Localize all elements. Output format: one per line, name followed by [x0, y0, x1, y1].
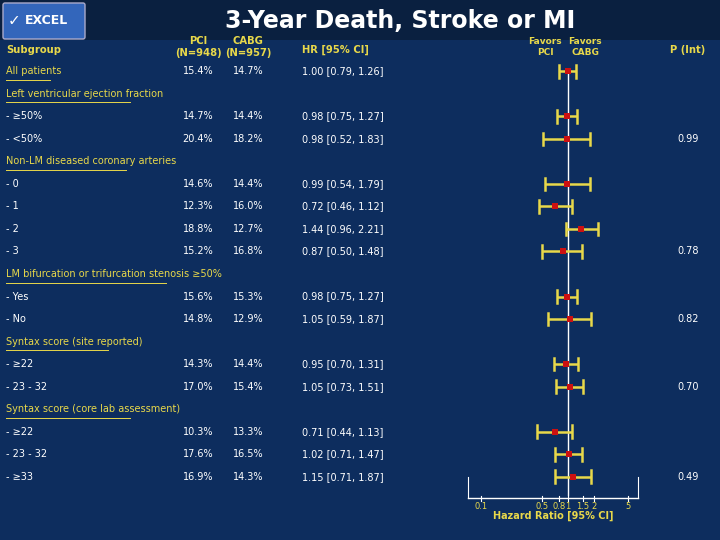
Text: - 0: - 0 [6, 179, 19, 189]
Text: 0.98 [0.52, 1.83]: 0.98 [0.52, 1.83] [302, 134, 384, 144]
Text: 16.5%: 16.5% [233, 449, 264, 459]
Text: 1.15 [0.71, 1.87]: 1.15 [0.71, 1.87] [302, 472, 384, 482]
Text: EXCEL: EXCEL [24, 15, 68, 28]
Text: Hazard Ratio [95% CI]: Hazard Ratio [95% CI] [492, 511, 613, 521]
Text: - 1: - 1 [6, 201, 19, 212]
Text: - 2: - 2 [6, 224, 19, 234]
Text: 18.8%: 18.8% [183, 224, 213, 234]
Text: 14.3%: 14.3% [183, 359, 213, 369]
Text: 15.6%: 15.6% [183, 292, 213, 301]
Text: Left ventricular ejection fraction: Left ventricular ejection fraction [6, 89, 163, 99]
Text: 5: 5 [626, 502, 631, 511]
Text: 13.3%: 13.3% [233, 427, 264, 437]
Text: CABG
(N=957): CABG (N=957) [225, 36, 271, 58]
Text: 0.70: 0.70 [678, 382, 698, 392]
Text: 12.9%: 12.9% [233, 314, 264, 324]
Text: 0.98 [0.75, 1.27]: 0.98 [0.75, 1.27] [302, 111, 384, 122]
Text: - <50%: - <50% [6, 134, 42, 144]
Text: 15.4%: 15.4% [233, 382, 264, 392]
Text: 0.99: 0.99 [678, 134, 698, 144]
Text: 14.7%: 14.7% [233, 66, 264, 76]
Text: 16.0%: 16.0% [233, 201, 264, 212]
Text: - ≥22: - ≥22 [6, 427, 33, 437]
Text: 1.05 [0.59, 1.87]: 1.05 [0.59, 1.87] [302, 314, 384, 324]
Text: Favors
CABG: Favors CABG [569, 37, 602, 57]
Text: - 23 - 32: - 23 - 32 [6, 382, 47, 392]
Text: - 3: - 3 [6, 246, 19, 256]
Text: 12.7%: 12.7% [233, 224, 264, 234]
Text: 0.71 [0.44, 1.13]: 0.71 [0.44, 1.13] [302, 427, 383, 437]
Text: 0.78: 0.78 [678, 246, 698, 256]
Text: 0.5: 0.5 [535, 502, 549, 511]
Text: 1: 1 [565, 502, 570, 511]
Text: 20.4%: 20.4% [183, 134, 213, 144]
Text: Subgroup: Subgroup [6, 45, 61, 55]
Text: 15.2%: 15.2% [183, 246, 213, 256]
Text: 1.44 [0.96, 2.21]: 1.44 [0.96, 2.21] [302, 224, 384, 234]
Text: 3-Year Death, Stroke or MI: 3-Year Death, Stroke or MI [225, 9, 575, 33]
Text: PCI
(N=948): PCI (N=948) [175, 36, 221, 58]
Text: P (Int): P (Int) [670, 45, 706, 55]
Text: 0.99 [0.54, 1.79]: 0.99 [0.54, 1.79] [302, 179, 384, 189]
Text: Syntax score (site reported): Syntax score (site reported) [6, 336, 143, 347]
Text: - ≥50%: - ≥50% [6, 111, 42, 122]
Text: 1.05 [0.73, 1.51]: 1.05 [0.73, 1.51] [302, 382, 384, 392]
Text: - No: - No [6, 314, 26, 324]
Text: 14.7%: 14.7% [183, 111, 213, 122]
Text: 0.8: 0.8 [553, 502, 566, 511]
Text: 15.4%: 15.4% [183, 66, 213, 76]
Text: 0.95 [0.70, 1.31]: 0.95 [0.70, 1.31] [302, 359, 384, 369]
Text: Favors
PCI: Favors PCI [528, 37, 562, 57]
Text: 17.0%: 17.0% [183, 382, 213, 392]
Text: Non-LM diseased coronary arteries: Non-LM diseased coronary arteries [6, 157, 176, 166]
Text: 14.4%: 14.4% [233, 111, 264, 122]
Text: 14.8%: 14.8% [183, 314, 213, 324]
Text: 18.2%: 18.2% [233, 134, 264, 144]
Text: 14.3%: 14.3% [233, 472, 264, 482]
Text: 0.49: 0.49 [678, 472, 698, 482]
Text: 14.6%: 14.6% [183, 179, 213, 189]
Text: 10.3%: 10.3% [183, 427, 213, 437]
Text: All patients: All patients [6, 66, 61, 76]
FancyBboxPatch shape [3, 3, 85, 39]
Bar [0, 0, 720, 40]
Text: 0.82: 0.82 [678, 314, 698, 324]
Text: 15.3%: 15.3% [233, 292, 264, 301]
Text: ✓: ✓ [8, 14, 20, 29]
Text: 0.98 [0.75, 1.27]: 0.98 [0.75, 1.27] [302, 292, 384, 301]
Text: - 23 - 32: - 23 - 32 [6, 449, 47, 459]
Text: 2: 2 [591, 502, 596, 511]
Text: 16.8%: 16.8% [233, 246, 264, 256]
Text: 1.00 [0.79, 1.26]: 1.00 [0.79, 1.26] [302, 66, 384, 76]
Text: - ≥33: - ≥33 [6, 472, 33, 482]
Text: - ≥22: - ≥22 [6, 359, 33, 369]
Text: Syntax score (core lab assessment): Syntax score (core lab assessment) [6, 404, 180, 414]
Text: - Yes: - Yes [6, 292, 28, 301]
Text: 12.3%: 12.3% [183, 201, 213, 212]
Text: 14.4%: 14.4% [233, 179, 264, 189]
Text: 0.87 [0.50, 1.48]: 0.87 [0.50, 1.48] [302, 246, 384, 256]
Text: 1.5: 1.5 [577, 502, 590, 511]
Text: 16.9%: 16.9% [183, 472, 213, 482]
Text: 0.1: 0.1 [474, 502, 488, 511]
Text: 0.72 [0.46, 1.12]: 0.72 [0.46, 1.12] [302, 201, 384, 212]
Text: 1.02 [0.71, 1.47]: 1.02 [0.71, 1.47] [302, 449, 384, 459]
Text: 17.6%: 17.6% [183, 449, 213, 459]
Text: 14.4%: 14.4% [233, 359, 264, 369]
Text: HR [95% CI]: HR [95% CI] [302, 45, 369, 55]
Text: LM bifurcation or trifurcation stenosis ≥50%: LM bifurcation or trifurcation stenosis … [6, 269, 222, 279]
